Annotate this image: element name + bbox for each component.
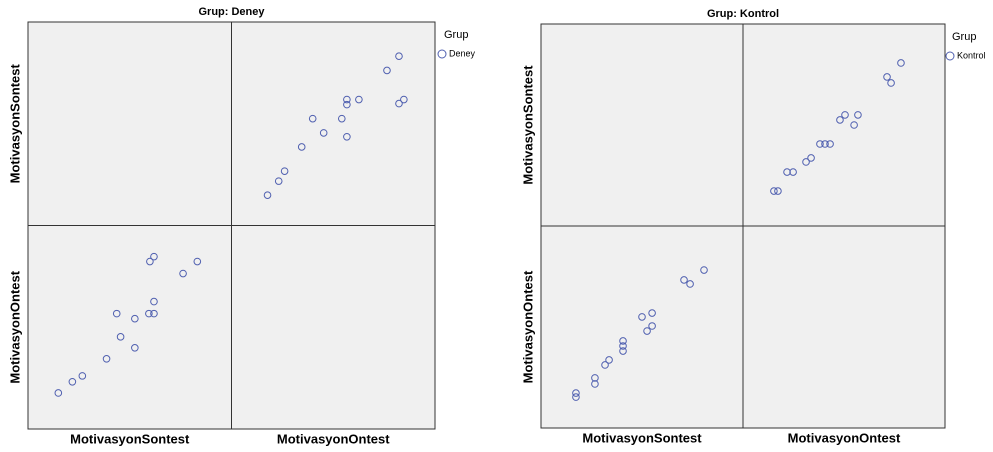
point — [836, 116, 844, 124]
point — [400, 95, 408, 104]
chart-title: Grup: Kontrol — [707, 8, 779, 20]
point — [826, 140, 834, 148]
point — [774, 187, 782, 195]
point — [150, 297, 158, 306]
point — [700, 266, 708, 274]
point — [572, 393, 580, 401]
legend-title: Grup — [952, 31, 976, 43]
panel — [742, 23, 946, 227]
y-axis-label: MotivasyonSontest — [7, 63, 22, 183]
point — [854, 111, 862, 119]
x-axis-label: MotivasyonOntest — [788, 430, 901, 445]
point — [816, 140, 824, 148]
panel — [231, 21, 436, 226]
point — [131, 344, 139, 352]
point — [337, 114, 346, 123]
chart-title: Grup: Deney — [198, 6, 265, 18]
point — [68, 377, 77, 386]
panel — [231, 225, 436, 430]
point — [179, 269, 187, 278]
point — [145, 309, 153, 318]
x-axis-label: MotivasyonSontest — [70, 431, 190, 446]
x-axis-label: MotivasyonOntest — [277, 431, 390, 446]
point — [897, 59, 905, 67]
point — [78, 372, 87, 380]
y-axis-label: MotivasyonSontest — [520, 65, 535, 185]
point — [648, 322, 656, 330]
point — [619, 337, 627, 345]
point — [355, 95, 363, 104]
point — [789, 168, 797, 176]
legend-marker — [945, 51, 955, 61]
point — [572, 389, 580, 397]
point — [150, 252, 158, 261]
point — [821, 140, 829, 148]
point — [619, 347, 627, 355]
point — [343, 95, 351, 104]
point — [783, 168, 791, 176]
point — [591, 374, 599, 382]
point — [887, 79, 895, 87]
point — [116, 333, 125, 341]
point — [131, 314, 139, 323]
point — [802, 158, 810, 166]
legend-marker — [437, 49, 447, 59]
point — [343, 132, 351, 141]
point — [850, 121, 858, 129]
point — [343, 100, 351, 109]
point — [601, 361, 609, 369]
panel — [742, 225, 946, 429]
point — [638, 313, 646, 321]
x-axis-label: MotivasyonSontest — [582, 430, 702, 445]
point — [591, 380, 599, 388]
point — [150, 309, 158, 318]
point — [102, 354, 111, 363]
point — [395, 52, 403, 60]
point — [112, 309, 121, 318]
y-axis-label: MotivasyonOntest — [7, 270, 22, 383]
y-axis-label: MotivasyonOntest — [520, 270, 535, 383]
point — [297, 143, 306, 151]
point — [263, 191, 272, 199]
panel — [27, 21, 232, 226]
legend-title: Grup — [444, 29, 468, 41]
point — [680, 276, 688, 284]
panel — [27, 225, 232, 430]
point — [54, 389, 63, 397]
point — [383, 66, 391, 75]
point — [280, 167, 289, 175]
legend-label: Kontrol — [957, 50, 986, 60]
point — [193, 257, 202, 266]
point — [883, 73, 891, 81]
point — [770, 187, 778, 195]
point — [146, 257, 154, 266]
point — [841, 111, 849, 119]
legend-label: Deney — [449, 48, 476, 58]
panel — [540, 225, 744, 429]
point — [605, 356, 613, 364]
point — [395, 99, 403, 108]
point — [319, 129, 328, 137]
point — [648, 309, 656, 317]
point — [274, 177, 283, 185]
point — [308, 114, 317, 123]
point — [686, 280, 694, 288]
panel — [540, 23, 744, 227]
point — [807, 154, 815, 162]
point — [619, 342, 627, 350]
point — [643, 327, 651, 335]
